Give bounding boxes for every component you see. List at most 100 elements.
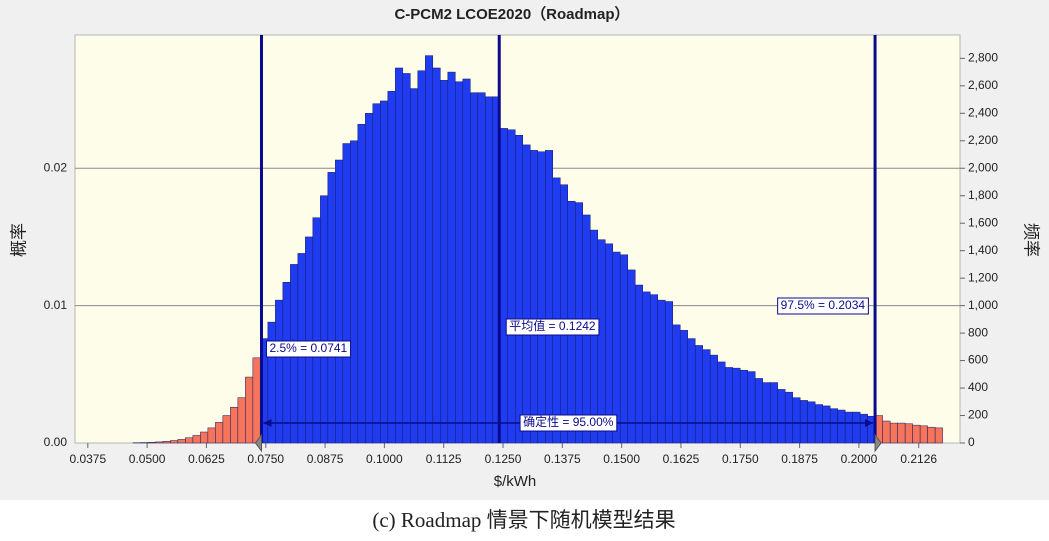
y-tick-label: 0.00 [44,435,68,449]
histogram-bar [252,357,261,444]
y2-tick-label: 2,200 [968,133,998,147]
x-axis-label: $/kWh [494,473,537,490]
arrow-head [263,419,272,427]
annotation-box [519,414,618,432]
histogram-bar [425,55,434,444]
histogram-bar [380,100,389,444]
x-tick-label: 0.0625 [188,452,225,466]
y-tick-label: 0.02 [44,160,68,174]
histogram-bar [207,427,216,444]
histogram-bar [507,129,516,444]
x-tick-label: 0.0875 [307,452,344,466]
histogram-bar [222,415,231,444]
y2-tick-label: 800 [968,325,988,339]
x-tick-label: 0.1875 [781,452,818,466]
histogram-bar [192,435,201,444]
histogram-bar [357,124,366,444]
marker-handle [254,433,262,453]
histogram-bar [200,431,209,444]
histogram-bar [230,407,239,444]
x-tick-label: 0.0750 [247,452,284,466]
histogram-bar [859,413,868,444]
histogram-bar [762,382,771,444]
histogram-bar [342,143,351,444]
y-axis-label: 概率 [9,223,28,257]
y2-tick-label: 1,800 [968,188,998,202]
histogram-bar [784,391,793,444]
histogram-bar [612,251,621,444]
histogram-bar [814,404,823,444]
histogram-bar [455,81,464,444]
y2-tick-label: 200 [968,408,988,422]
histogram-bar [522,144,531,444]
histogram-bar [515,135,524,444]
x-tick-label: 0.1375 [544,452,581,466]
histogram-bar [462,78,471,444]
histogram-bar [717,361,726,444]
histogram-bar [597,239,606,444]
histogram-bar [927,426,936,444]
y2-tick-label: 2,600 [968,78,998,92]
histogram-bar [799,400,808,444]
histogram-bar [185,437,194,444]
x-tick-label: 0.0500 [129,452,166,466]
histogram-bar [470,92,479,444]
histogram-bar [177,439,186,444]
marker-annotation: 2.5% = 0.0741 [265,340,352,358]
marker-handle [874,433,882,453]
x-tick-label: 0.1250 [485,452,522,466]
histogram-bar [754,378,763,444]
histogram-bar [305,236,314,444]
y2-tick-label: 2,000 [968,160,998,174]
certainty-label: 确定性 = 95.00% [523,414,614,429]
histogram-bar [919,425,928,444]
histogram-bar [889,422,898,444]
histogram-bar [934,427,943,444]
histogram-bar [365,113,374,444]
histogram-bar [477,92,486,444]
histogram-bar [552,177,561,444]
y2-tick-label: 1,400 [968,243,998,257]
histogram-bar [320,195,329,444]
annotation-box [777,297,869,315]
x-tick-label: 0.1125 [426,452,462,466]
marker-annotation: 97.5% = 0.2034 [777,297,869,315]
histogram-bar [634,284,643,444]
histogram-bar [837,409,846,444]
histogram-bar [327,172,336,444]
histogram-bar [702,349,711,444]
histogram-bar [447,71,456,444]
histogram-bar [822,405,831,444]
histogram-bar [147,442,156,444]
y2-tick-label: 0 [968,435,975,449]
histogram-bar [732,367,741,444]
histogram-bar [387,91,396,444]
y2-tick-label: 400 [968,380,988,394]
y2-tick-label: 2,800 [968,51,998,65]
histogram-bar [245,376,254,444]
y2-tick-label: 2,400 [968,105,998,119]
histogram-bar [679,330,688,444]
x-tick-label: 0.2126 [900,452,937,466]
histogram-bar [162,441,171,444]
annotation-label: 平均值 = 0.1242 [509,318,596,333]
x-tick-label: 0.1000 [366,452,403,466]
histogram-bar [275,299,284,444]
histogram-bar [904,423,913,444]
histogram-bar [312,217,321,444]
x-tick-label: 0.1500 [603,452,640,466]
histogram-bar [844,411,853,444]
histogram-bar [170,440,179,444]
chart-title: C-PCM2 LCOE2020（Roadmap） [394,5,629,23]
x-tick-label: 0.0375 [69,452,106,466]
histogram-bar [432,67,441,444]
histogram-bar [604,243,613,444]
histogram-bar [627,269,636,444]
histogram-bar [724,367,733,444]
histogram-bar [395,67,404,444]
histogram-bar [237,397,246,444]
histogram-bar [500,128,509,444]
histogram-bar [530,150,539,444]
